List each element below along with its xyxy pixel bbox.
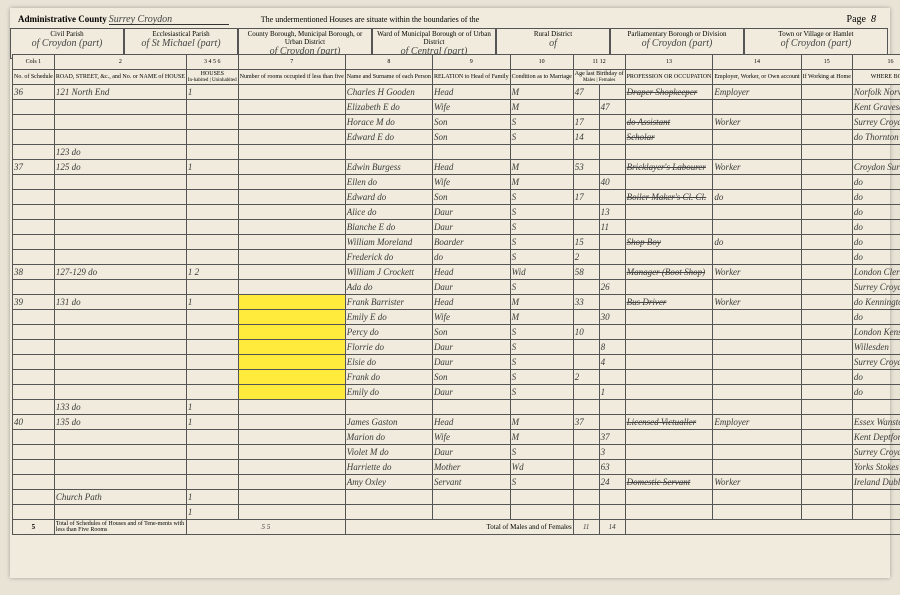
col-occupation: PROFESSION OR OCCUPATION — [625, 70, 713, 85]
table-row: 38127-129 do1 2William J CrockettHeadWid… — [13, 265, 900, 280]
table-body: 36121 North End1Charles H GoodenHeadM47D… — [13, 85, 900, 520]
table-row: Ada doDaurS26Surrey Croydon — [13, 280, 900, 295]
table-row: Frederick dodoS2do — [13, 250, 900, 265]
table-row: Ellen doWifeM40do — [13, 175, 900, 190]
census-sheet: Administrative County Surrey Croydon The… — [10, 8, 890, 578]
col-whereborn: WHERE BORN — [852, 70, 900, 85]
admin-county-label: Administrative County — [18, 14, 107, 24]
table-row: Elizabeth E doWifeM47Kent Gravesend✓ — [13, 100, 900, 115]
table-row: Church Path1 — [13, 490, 900, 505]
table-row: 40135 do1James GastonHeadM37Licensed Vic… — [13, 415, 900, 430]
census-table: Cols 1 2 3 4 5 6 7 8 9 10 11 12 13 14 15… — [12, 54, 900, 535]
table-row: Marion doWifeM37Kent Deptford — [13, 430, 900, 445]
table-row: Edward E doSonS14Scholardo Thornton✓ — [13, 130, 900, 145]
table-row: Emily doDaurS1do — [13, 385, 900, 400]
table-row: 37125 do1Edwin BurgessHeadM53Bricklayer'… — [13, 160, 900, 175]
undermentioned-text: The undermentioned Houses are situate wi… — [261, 15, 479, 24]
table-row: Percy doSonS10London Kensington — [13, 325, 900, 340]
col-road: ROAD, STREET, &c., and No. or NAME of HO… — [54, 70, 186, 85]
col-employer: Employer, Worker, or Own account — [713, 70, 801, 85]
page-number: Page 8 — [847, 14, 876, 25]
col-relation: RELATION to Head of Family — [432, 70, 510, 85]
table-row: Elsie doDaurS4Surrey Croydon — [13, 355, 900, 370]
col-rooms: Number of rooms occupied if less than fi… — [238, 70, 345, 85]
col-sched: No. of Schedule — [13, 70, 55, 85]
col-athome: If Working at Home — [801, 70, 852, 85]
table-row: Edward doSonS17Boiler Maker's Cl. Cl.dod… — [13, 190, 900, 205]
table-row: Amy OxleyServantS24Domestic ServantWorke… — [13, 475, 900, 490]
table-row: 39131 do1Frank BarristerHeadM33Bus Drive… — [13, 295, 900, 310]
table-row: 133 do1 — [13, 400, 900, 415]
admin-county-value: Surrey Croydon — [109, 14, 229, 25]
table-row: Emily E doWifeM30do — [13, 310, 900, 325]
table-foot: 5 Total of Schedules of Houses and of Te… — [13, 520, 900, 535]
totals-label1: Total of Schedules of Houses and of Tene… — [54, 520, 186, 535]
table-row: Violet M doDaurS3Surrey Croydon — [13, 445, 900, 460]
col-name: Name and Surname of each Person — [345, 70, 432, 85]
table-row: Frank doSonS2do — [13, 370, 900, 385]
col-houses: HOUSES In-habited | Uninhabited — [186, 70, 238, 85]
totals-females: 14 — [599, 520, 625, 535]
table-row: 1 — [13, 505, 900, 520]
totals-row: 5 Total of Schedules of Houses and of Te… — [13, 520, 900, 535]
column-number-row: Cols 1 2 3 4 5 6 7 8 9 10 11 12 13 14 15… — [13, 55, 900, 70]
totals-males: 11 — [573, 520, 599, 535]
totals-big: 5 — [13, 520, 55, 535]
table-row: 36121 North End1Charles H GoodenHeadM47D… — [13, 85, 900, 100]
table-row: Horace M doSonS17do AssistantWorkerSurre… — [13, 115, 900, 130]
table-row: Blanche E doDaurS11do — [13, 220, 900, 235]
table-row: Florrie doDaurS8Willesdenm.d.c — [13, 340, 900, 355]
col-condition: Condition as to Marriage — [510, 70, 573, 85]
col-age: Age last Birthday of Males | Females — [573, 70, 625, 85]
table-row: Harriette doMotherWd63Yorks Stokes — [13, 460, 900, 475]
table-head: Cols 1 2 3 4 5 6 7 8 9 10 11 12 13 14 15… — [13, 55, 900, 85]
column-label-row: No. of Schedule ROAD, STREET, &c., and N… — [13, 70, 900, 85]
table-row: Alice doDaurS13do — [13, 205, 900, 220]
header-row-1: Administrative County Surrey Croydon The… — [18, 14, 898, 25]
table-row: 123 do — [13, 145, 900, 160]
totals-label2: Total of Males and of Females — [345, 520, 573, 535]
table-row: William MorelandBoarderS15Shop Boydodo — [13, 235, 900, 250]
totals-houses: 5 5 — [186, 520, 345, 535]
